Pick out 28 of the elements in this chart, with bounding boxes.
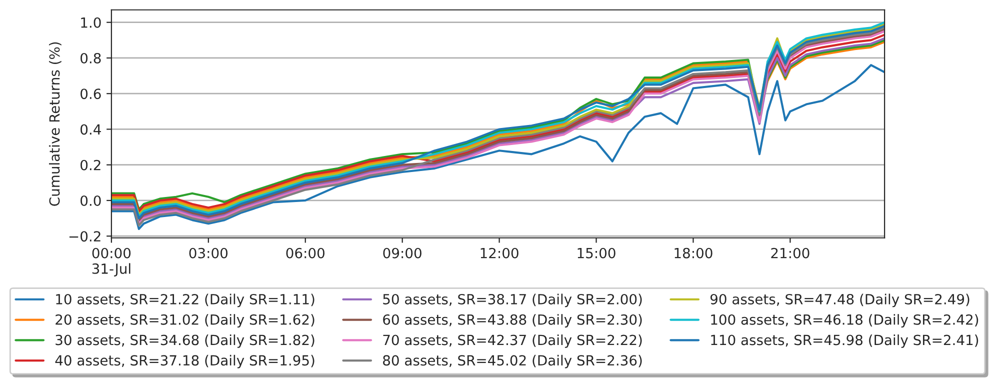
x-tick-label: 21:00 (771, 248, 810, 258)
y-tick-label: 0.8 (80, 52, 101, 64)
legend-label: 10 assets, SR=21.22 (Daily SR=1.11) (56, 294, 314, 308)
y-axis-title: Cumulative Returns (%) (48, 42, 62, 206)
y-tick-label: 0.0 (80, 195, 101, 206)
legend-label: 80 assets, SR=45.02 (Daily SR=2.36) (383, 354, 642, 368)
legend-label: 110 assets, SR=45.98 (Daily SR=2.41) (711, 334, 978, 348)
x-tick-label: 15:00 (578, 248, 616, 258)
legend-label: 60 assets, SR=43.88 (Daily SR=2.30) (383, 314, 642, 328)
x-tick-label: 12:00 (480, 248, 518, 258)
legend-label: 100 assets, SR=46.18 (Daily SR=2.42) (711, 314, 978, 328)
legend-label: 90 assets, SR=47.48 (Daily SR=2.49) (710, 294, 970, 308)
legend-label: 20 assets, SR=31.02 (Daily SR=1.62) (56, 314, 314, 328)
x-tick-label: 06:00 (286, 248, 324, 258)
y-tick-label: 0.6 (80, 88, 101, 100)
y-tick-label: 0.2 (80, 160, 100, 170)
legend-label: 70 assets, SR=42.37 (Daily SR=2.22) (383, 334, 642, 348)
legend-label: 50 assets, SR=38.17 (Daily SR=2.00) (383, 294, 642, 308)
y-tick-label: −0.2 (69, 231, 100, 242)
y-tick-label: 0.4 (80, 124, 101, 135)
x-tick-label: 18:00 (674, 248, 712, 258)
x-tick-label: 09:00 (383, 248, 422, 258)
line-series (111, 64, 885, 230)
x-tick-label: 03:00 (189, 248, 228, 258)
y-tick-label: 1.0 (81, 17, 101, 28)
legend-label: 30 assets, SR=34.68 (Daily SR=1.82) (56, 334, 314, 348)
legend-label: 40 assets, SR=37.18 (Daily SR=1.95) (55, 354, 314, 368)
x-tick-label: 00:00 31-Jul (92, 248, 131, 276)
